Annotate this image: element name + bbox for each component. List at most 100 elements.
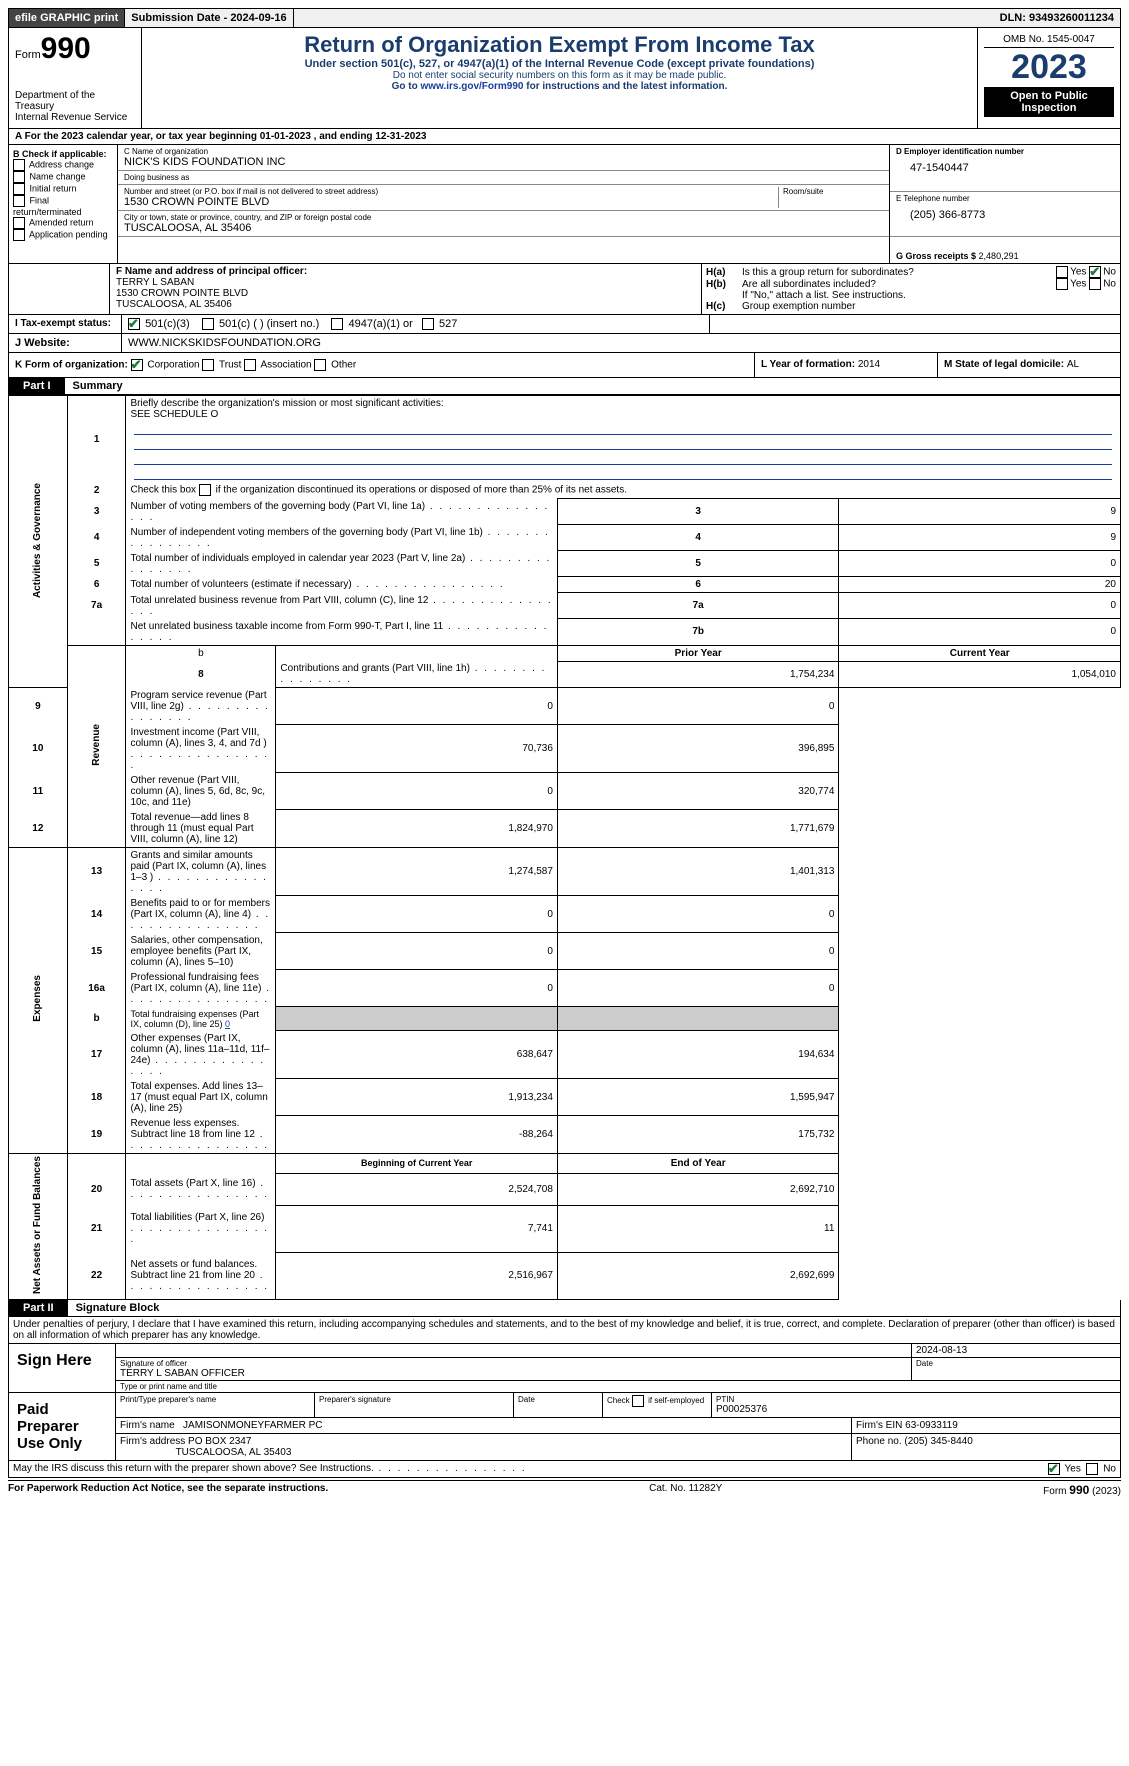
hb-no-checkbox[interactable] — [1089, 278, 1101, 290]
sig-type-label: Type or print name and title — [116, 1381, 1120, 1392]
line4-value: 9 — [839, 525, 1121, 551]
discuss-no-checkbox[interactable] — [1086, 1463, 1098, 1475]
end-year-header: End of Year — [557, 1153, 839, 1173]
ein-label: D Employer identification number — [896, 147, 1114, 156]
hb-text: Are all subordinates included? — [742, 279, 1026, 290]
org-name-value: NICK'S KIDS FOUNDATION INC — [124, 156, 883, 168]
signature-section: Under penalties of perjury, I declare th… — [8, 1317, 1121, 1478]
firm-addr2: TUSCALOOSA, AL 35403 — [176, 1447, 292, 1458]
hb-label: H(b) — [706, 279, 742, 290]
officer-label: F Name and address of principal officer: — [116, 266, 695, 277]
irs-link[interactable]: www.irs.gov/Form990 — [420, 81, 523, 92]
ssn-note: Do not enter social security numbers on … — [146, 70, 973, 81]
sig-officer-label: Signature of officer — [120, 1359, 907, 1368]
sig-officer-name: TERRY L SABAN OFFICER — [120, 1368, 907, 1379]
row-klm: K Form of organization: Corporation Trus… — [8, 353, 1121, 378]
corp-checkbox[interactable] — [131, 359, 143, 371]
firm-phone-label: Phone no. — [856, 1436, 904, 1447]
501c3-checkbox[interactable] — [128, 318, 140, 330]
form-title: Return of Organization Exempt From Incom… — [146, 32, 973, 58]
gross-label: G Gross receipts $ — [896, 251, 979, 261]
prep-date-label: Date — [514, 1393, 603, 1417]
checkbox-initial-return[interactable] — [13, 183, 25, 195]
preparer-sig-label: Preparer's signature — [315, 1393, 514, 1417]
begin-year-header: Beginning of Current Year — [276, 1153, 558, 1173]
4947-checkbox[interactable] — [331, 318, 343, 330]
year-formation-value: 2014 — [858, 359, 880, 370]
other-checkbox[interactable] — [314, 359, 326, 371]
line6-desc: Total number of volunteers (estimate if … — [130, 579, 351, 590]
part2-title: Signature Block — [68, 1300, 168, 1316]
line16b-value: 0 — [225, 1019, 230, 1029]
prior-year-header: Prior Year — [557, 645, 839, 661]
column-b: B Check if applicable: Address change Na… — [9, 145, 118, 263]
vlabel-netassets: Net Assets or Fund Balances — [32, 1156, 43, 1294]
checkbox-address-change[interactable] — [13, 159, 25, 171]
ptin-value: P00025376 — [716, 1404, 1116, 1415]
self-employed-checkbox[interactable] — [632, 1395, 644, 1407]
city-value: TUSCALOOSA, AL 35406 — [124, 222, 883, 234]
row-j-label: J Website: — [9, 334, 122, 352]
part1-tab: Part I — [9, 378, 65, 394]
submission-date: Submission Date - 2024-09-16 — [125, 9, 293, 27]
org-name-label: C Name of organization — [124, 147, 883, 156]
omb-number: OMB No. 1545-0047 — [984, 32, 1114, 48]
row-a-tax-year: A For the 2023 calendar year, or tax yea… — [8, 129, 1121, 145]
gross-value: 2,480,291 — [979, 251, 1019, 261]
address-value: 1530 CROWN POINTE BLVD — [124, 196, 778, 208]
year-formation-label: L Year of formation: — [761, 359, 858, 370]
tax-year: 2023 — [984, 48, 1114, 87]
checkbox-final-return[interactable] — [13, 195, 25, 207]
527-checkbox[interactable] — [422, 318, 434, 330]
line1-value: SEE SCHEDULE O — [130, 409, 1116, 420]
line4-desc: Number of independent voting members of … — [130, 527, 482, 538]
open-public-label: Open to Public Inspection — [984, 87, 1114, 117]
line7b-desc: Net unrelated business taxable income fr… — [130, 621, 443, 632]
checkbox-name-change[interactable] — [13, 171, 25, 183]
top-bar: efile GRAPHIC print Submission Date - 20… — [8, 8, 1121, 28]
form-label: Form — [15, 49, 41, 61]
column-c: C Name of organization NICK'S KIDS FOUND… — [118, 145, 890, 263]
vlabel-revenue: Revenue — [91, 724, 102, 766]
footer-center: Cat. No. 11282Y — [649, 1483, 722, 1497]
part2-header: Part II Signature Block — [8, 1300, 1121, 1317]
ha-text: Is this a group return for subordinates? — [742, 267, 1026, 278]
room-label: Room/suite — [783, 187, 883, 196]
firm-ein-label: Firm's EIN — [856, 1420, 905, 1431]
discuss-yes-checkbox[interactable] — [1048, 1463, 1060, 1475]
efile-label: efile GRAPHIC print — [9, 9, 125, 27]
hb-note: If "No," attach a list. See instructions… — [742, 290, 1116, 301]
tel-value: (205) 366-8773 — [896, 203, 1114, 221]
officer-addr1: 1530 CROWN POINTE BLVD — [116, 288, 695, 299]
hb-yes-checkbox[interactable] — [1056, 278, 1068, 290]
line7b-value: 0 — [839, 619, 1121, 646]
footer-left: For Paperwork Reduction Act Notice, see … — [8, 1483, 328, 1497]
firm-addr-label: Firm's address — [120, 1436, 188, 1447]
section-fh: F Name and address of principal officer:… — [8, 264, 1121, 315]
row-k-label: K Form of organization: — [15, 360, 128, 371]
trust-checkbox[interactable] — [202, 359, 214, 371]
current-year-header: Current Year — [839, 645, 1121, 661]
form-subtitle: Under section 501(c), 527, or 4947(a)(1)… — [146, 58, 973, 70]
firm-addr1: PO BOX 2347 — [188, 1436, 251, 1447]
checkbox-app-pending[interactable] — [13, 229, 25, 241]
checkbox-amended[interactable] — [13, 217, 25, 229]
line2-checkbox[interactable] — [199, 484, 211, 496]
ha-no-checkbox[interactable] — [1089, 266, 1101, 278]
ein-value: 47-1540447 — [896, 156, 1114, 174]
discuss-text: May the IRS discuss this return with the… — [13, 1463, 374, 1474]
sign-here-label: Sign Here — [9, 1344, 116, 1392]
assoc-checkbox[interactable] — [244, 359, 256, 371]
state-domicile-value: AL — [1067, 359, 1079, 370]
paid-preparer-label: Paid Preparer Use Only — [9, 1393, 116, 1460]
firm-name-value: JAMISONMONEYFARMER PC — [183, 1420, 322, 1431]
row-j: J Website: WWW.NICKSKIDSFOUNDATION.ORG — [8, 334, 1121, 353]
501c-checkbox[interactable] — [202, 318, 214, 330]
form-footer: For Paperwork Reduction Act Notice, see … — [8, 1480, 1121, 1497]
city-label: City or town, state or province, country… — [124, 213, 883, 222]
officer-addr2: TUSCALOOSA, AL 35406 — [116, 299, 695, 310]
col-b-title: B Check if applicable: — [13, 149, 113, 159]
ha-yes-checkbox[interactable] — [1056, 266, 1068, 278]
line7a-value: 0 — [839, 593, 1121, 619]
dept-label: Department of the Treasury — [15, 90, 135, 112]
